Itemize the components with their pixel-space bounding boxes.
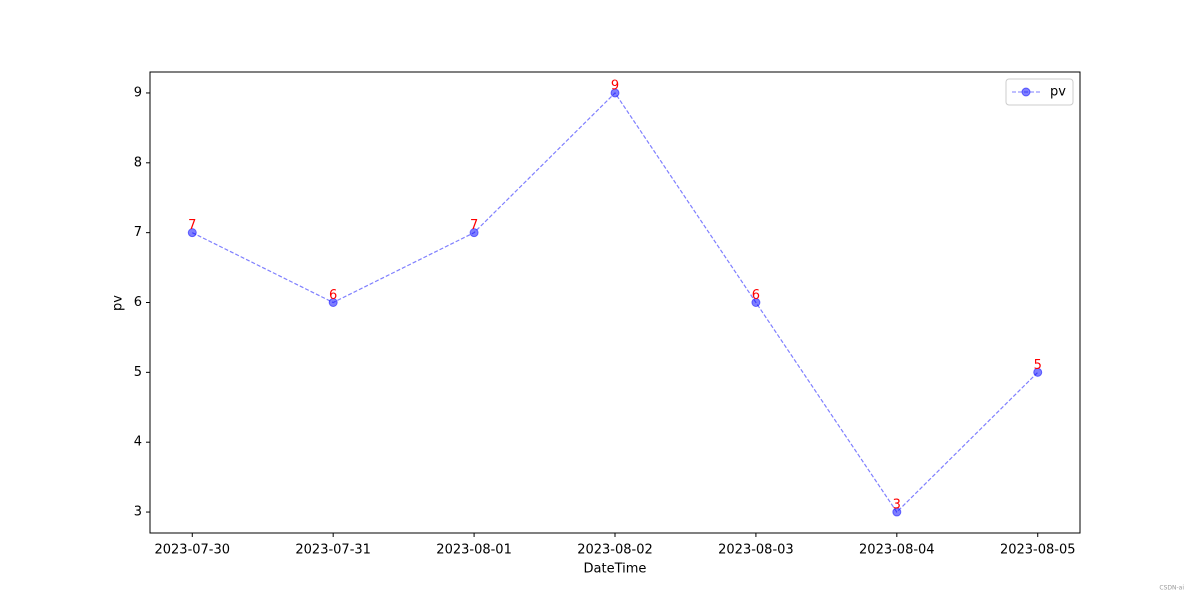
point (328, 298, 338, 307)
data-label: 6 (329, 288, 337, 303)
x-tick-label: 2023-08-02 (577, 543, 653, 558)
line (192, 92, 1039, 513)
data-label: 9 (611, 78, 619, 93)
y-tick-label: 9 (134, 85, 142, 100)
y-tick-label: 4 (134, 435, 142, 450)
y-axis-label: pv (111, 295, 126, 311)
y-tick-label: 5 (134, 365, 142, 380)
y-tick-label: 3 (134, 505, 142, 520)
x-tick-label: 2023-08-05 (1000, 543, 1076, 558)
point (469, 228, 479, 238)
y-tick-label: 8 (134, 155, 142, 170)
data-label: 5 (1034, 358, 1042, 373)
point (751, 298, 761, 307)
legend-marker (1021, 87, 1031, 97)
x-tick-label: 2023-08-04 (859, 543, 935, 558)
y-tick-label: 7 (134, 225, 142, 240)
x-tick-label: 2023-08-03 (718, 543, 794, 558)
watermark: CSDN-ai (1159, 585, 1184, 592)
legend-label: pv (1050, 85, 1066, 100)
x-tick-label: 2023-08-01 (436, 543, 512, 558)
x-axis-label: DateTime (584, 562, 647, 577)
data-label: 6 (752, 288, 760, 303)
plot-frame (149, 71, 1081, 534)
x-tick-label: 2023-07-31 (295, 543, 371, 558)
data-label: 3 (893, 498, 901, 513)
point (1033, 367, 1043, 377)
data-label: 7 (470, 218, 478, 233)
x-tick-label: 2023-07-30 (154, 543, 230, 558)
point (892, 507, 902, 517)
point (610, 88, 620, 98)
data-label: 7 (188, 218, 196, 233)
point (187, 228, 197, 238)
y-tick-label: 6 (134, 295, 142, 310)
